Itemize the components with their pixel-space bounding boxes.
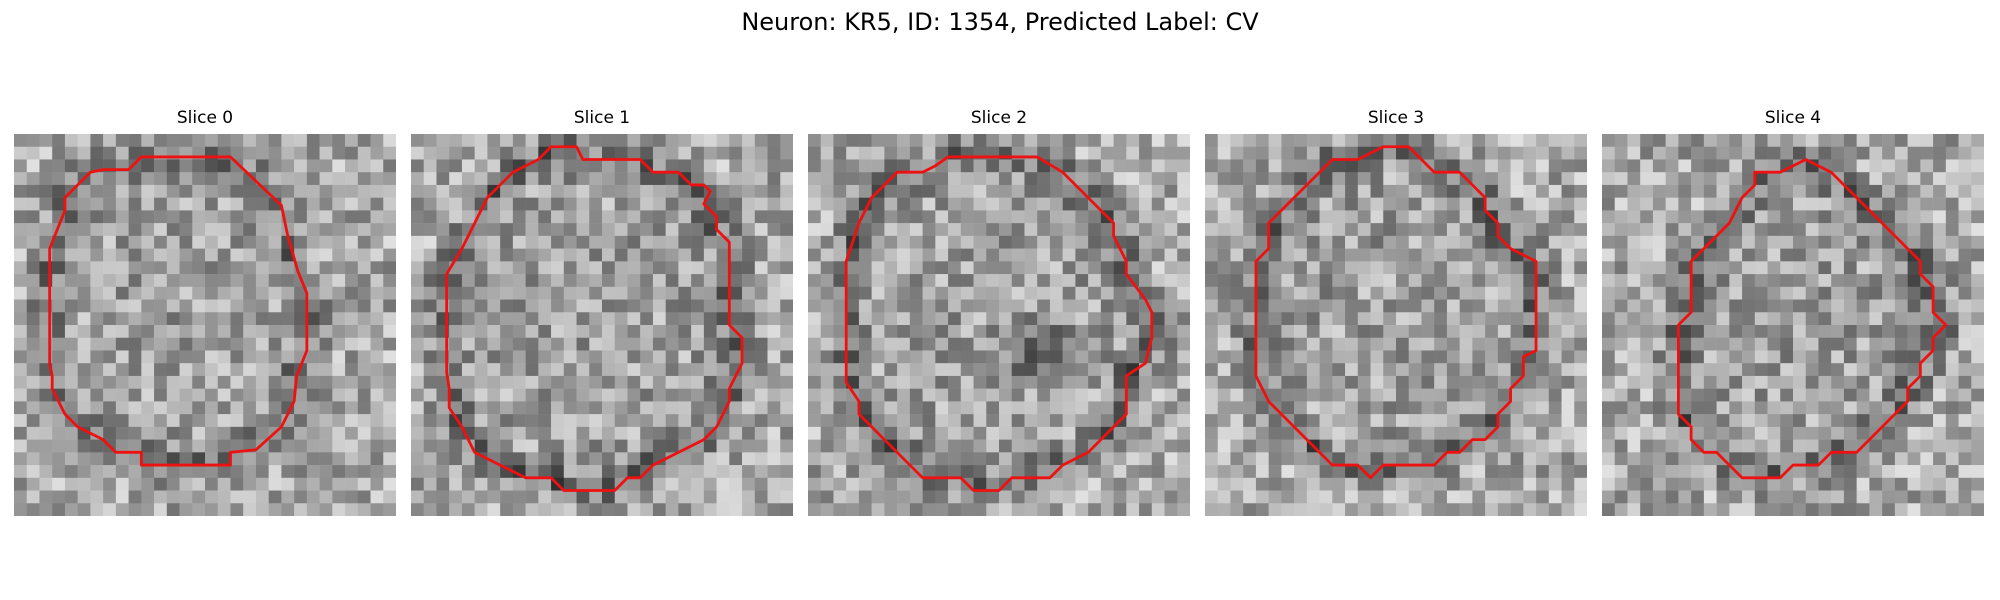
slice-image-3 <box>1205 134 1587 516</box>
cell-contour <box>48 155 309 467</box>
slice-panel-2: Slice 2 <box>808 108 1190 520</box>
cell-contour <box>1676 158 1948 480</box>
cell-contour <box>1254 145 1538 480</box>
pixel-grid <box>411 134 793 516</box>
slice-image-0 <box>14 134 396 516</box>
pixel-grid <box>1602 134 1984 516</box>
slice-panel-3: Slice 3 <box>1205 108 1587 520</box>
slice-image-1 <box>411 134 793 516</box>
slice-title-1: Slice 1 <box>573 108 631 128</box>
slice-image-4 <box>1602 134 1984 516</box>
slice-title-3: Slice 3 <box>1367 108 1425 128</box>
slice-title-0: Slice 0 <box>176 108 234 128</box>
pixel-grid <box>808 134 1190 516</box>
slice-title-2: Slice 2 <box>970 108 1028 128</box>
pixel-grid <box>14 134 396 516</box>
slice-panel-4: Slice 4 <box>1602 108 1984 520</box>
slice-image-2 <box>808 134 1190 516</box>
cell-contour <box>844 155 1154 492</box>
slice-panel-1: Slice 1 <box>411 108 793 520</box>
slice-title-4: Slice 4 <box>1764 108 1822 128</box>
figure-title: Neuron: KR5, ID: 1354, Predicted Label: … <box>741 8 1259 36</box>
cell-contour <box>445 145 744 492</box>
pixel-grid <box>1205 134 1587 516</box>
slice-panel-0: Slice 0 <box>14 108 396 520</box>
